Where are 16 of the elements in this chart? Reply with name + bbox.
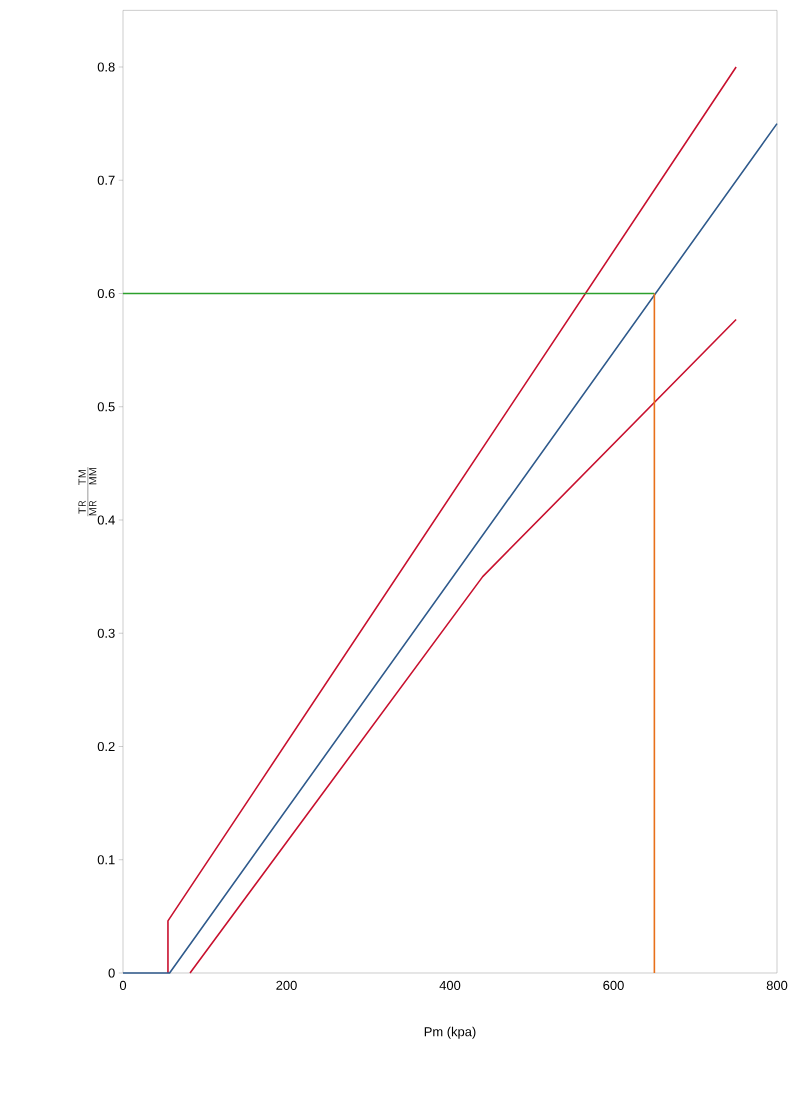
y-tick-label: 0.8 xyxy=(97,62,115,72)
y-tick-label: 0.3 xyxy=(97,628,115,638)
y-tick-label: 0.6 xyxy=(97,288,115,299)
y-tick-label: 0 xyxy=(108,968,115,978)
y-axis-title: $\frac{\mathsf{TR}\quad\mathsf{TM}}{\mathsf{MR}\quad\mathsf{MM}}$ xyxy=(78,467,97,517)
y-tick-label: 0.5 xyxy=(97,402,115,412)
y-tick-label: 0.4 xyxy=(97,515,115,525)
x-tick-label: 800 xyxy=(766,980,788,990)
x-axis-title: Pm (kpa) xyxy=(424,1026,476,1039)
x-tick-label: 200 xyxy=(276,980,297,990)
x-tick-label: 400 xyxy=(439,980,461,990)
y-tick-label: 0.7 xyxy=(97,175,115,185)
x-tick-label: 600 xyxy=(603,980,624,990)
y-tick-label: 0.1 xyxy=(97,855,115,865)
y-tick-label: 0.2 xyxy=(97,741,115,752)
x-tick-label: 0 xyxy=(119,980,127,990)
